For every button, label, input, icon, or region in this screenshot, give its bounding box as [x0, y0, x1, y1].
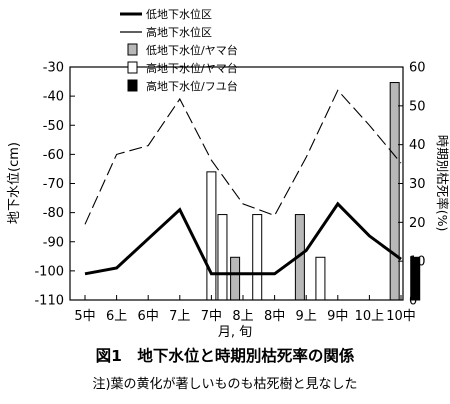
series-line-0	[84, 201, 402, 276]
legend-label-4: 高地下水位/フユ台	[146, 79, 238, 93]
x-tick-label: 8中	[264, 309, 285, 324]
legend-swatch-2	[127, 43, 138, 56]
bar-1-2	[252, 214, 263, 301]
x-axis-title: 月, 旬	[218, 325, 252, 340]
figure-note: 注)葉の黄化が著しいものも枯死樹と見なした	[92, 377, 358, 392]
left-tick-label: -110	[34, 294, 64, 309]
x-tick-label: 7中	[201, 309, 222, 324]
left-tick-label: -80	[43, 206, 64, 221]
x-tick-label: 6中	[138, 309, 159, 324]
bar-1-1	[217, 214, 228, 301]
left-tick-label: -70	[43, 177, 64, 192]
left-tick-label: -60	[43, 148, 64, 163]
x-tick-label: 10中	[386, 309, 416, 324]
x-tick-label: 9上	[296, 309, 317, 324]
x-tick-label: 6上	[106, 309, 127, 324]
series-line-1	[84, 89, 402, 225]
figure-title: 図1 地下水位と時期別枯死率の関係	[95, 347, 355, 365]
right-tick-label: 40	[409, 138, 426, 153]
right-tick-label: 20	[409, 216, 426, 231]
legend-label-3: 高地下水位/ヤマ台	[146, 61, 238, 75]
left-tick-label: -90	[43, 235, 64, 250]
legend-swatch-3	[127, 61, 138, 74]
legend-label-0: 低地下水位区	[146, 7, 212, 21]
right-tick-label: 60	[409, 61, 426, 76]
legend-swatch-4	[127, 79, 138, 92]
x-tick-label: 10上	[355, 309, 385, 324]
right-tick-label: 50	[409, 99, 426, 114]
bar-0-0	[230, 256, 241, 301]
left-tick-label: -30	[43, 61, 64, 76]
bar-1-0	[206, 171, 217, 301]
x-tick-label: 5中	[74, 309, 95, 324]
x-tick-label: 8上	[232, 309, 253, 324]
chart: -30 -40 -50 -60 -70 -80 -90 -100 -110 0 10 20 30 40 50…	[7, 7, 450, 340]
x-tick-label: 9中	[327, 309, 348, 324]
bar-2-0	[410, 256, 421, 301]
bar-0-2	[389, 82, 400, 301]
left-tick-label: -100	[34, 264, 64, 279]
x-tick-label: 7上	[169, 309, 190, 324]
right-tick-label: 10	[409, 255, 426, 270]
bar-1-3	[315, 256, 326, 301]
left-tick-label: -40	[43, 90, 64, 105]
legend-label-2: 低地下水位/ヤマ台	[146, 43, 238, 57]
right-tick-label: 0	[409, 294, 417, 309]
left-tick-label: -50	[43, 119, 64, 134]
right-axis-title: 時期別枯死率(%)	[435, 135, 450, 232]
legend-label-1: 高地下水位区	[146, 25, 212, 39]
right-tick-label: 30	[409, 177, 426, 192]
left-axis-title: 地下水位(cm)	[7, 142, 22, 224]
